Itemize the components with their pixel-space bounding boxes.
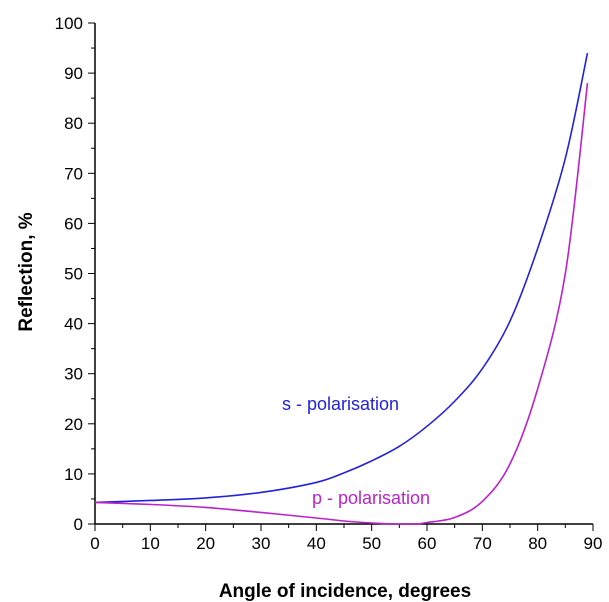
y-tick-label: 10 — [64, 465, 83, 484]
y-tick-label: 90 — [64, 64, 83, 83]
series-group — [94, 52, 589, 525]
x-tick-label: 70 — [473, 534, 492, 553]
series-line-1 — [94, 83, 589, 525]
x-axis-title: Angle of incidence, degrees — [219, 581, 471, 602]
x-tick-label: 50 — [362, 534, 381, 553]
y-tick-label: 50 — [64, 265, 83, 284]
y-tick-label: 80 — [64, 114, 83, 133]
series-line-0 — [94, 52, 589, 504]
y-axis-title: Reflection, % — [16, 212, 37, 331]
y-tick-label: 100 — [55, 14, 83, 33]
x-tick-label: 10 — [141, 534, 160, 553]
x-tick-label: 30 — [252, 534, 271, 553]
x-tick-label: 20 — [196, 534, 215, 553]
axes — [94, 23, 593, 525]
y-tick-label: 0 — [74, 515, 83, 534]
x-tick-label: 40 — [307, 534, 326, 553]
y-tick-label: 60 — [64, 214, 83, 233]
x-tick-label: 60 — [418, 534, 437, 553]
ticks: 0 10 20 30 40 50 60 70 80 90 0 10 20 30 40 50 60 70 80 90 10… — [55, 14, 603, 553]
x-tick-label: 90 — [584, 534, 603, 553]
x-tick-label: 80 — [528, 534, 547, 553]
y-tick-label: 30 — [64, 365, 83, 384]
series-label-s-polarisation: s - polarisation — [282, 394, 399, 414]
y-tick-label: 40 — [64, 315, 83, 334]
y-tick-label: 70 — [64, 164, 83, 183]
series-label-p-polarisation: p - polarisation — [312, 488, 430, 508]
y-tick-label: 20 — [64, 415, 83, 434]
x-tick-label: 0 — [90, 534, 99, 553]
